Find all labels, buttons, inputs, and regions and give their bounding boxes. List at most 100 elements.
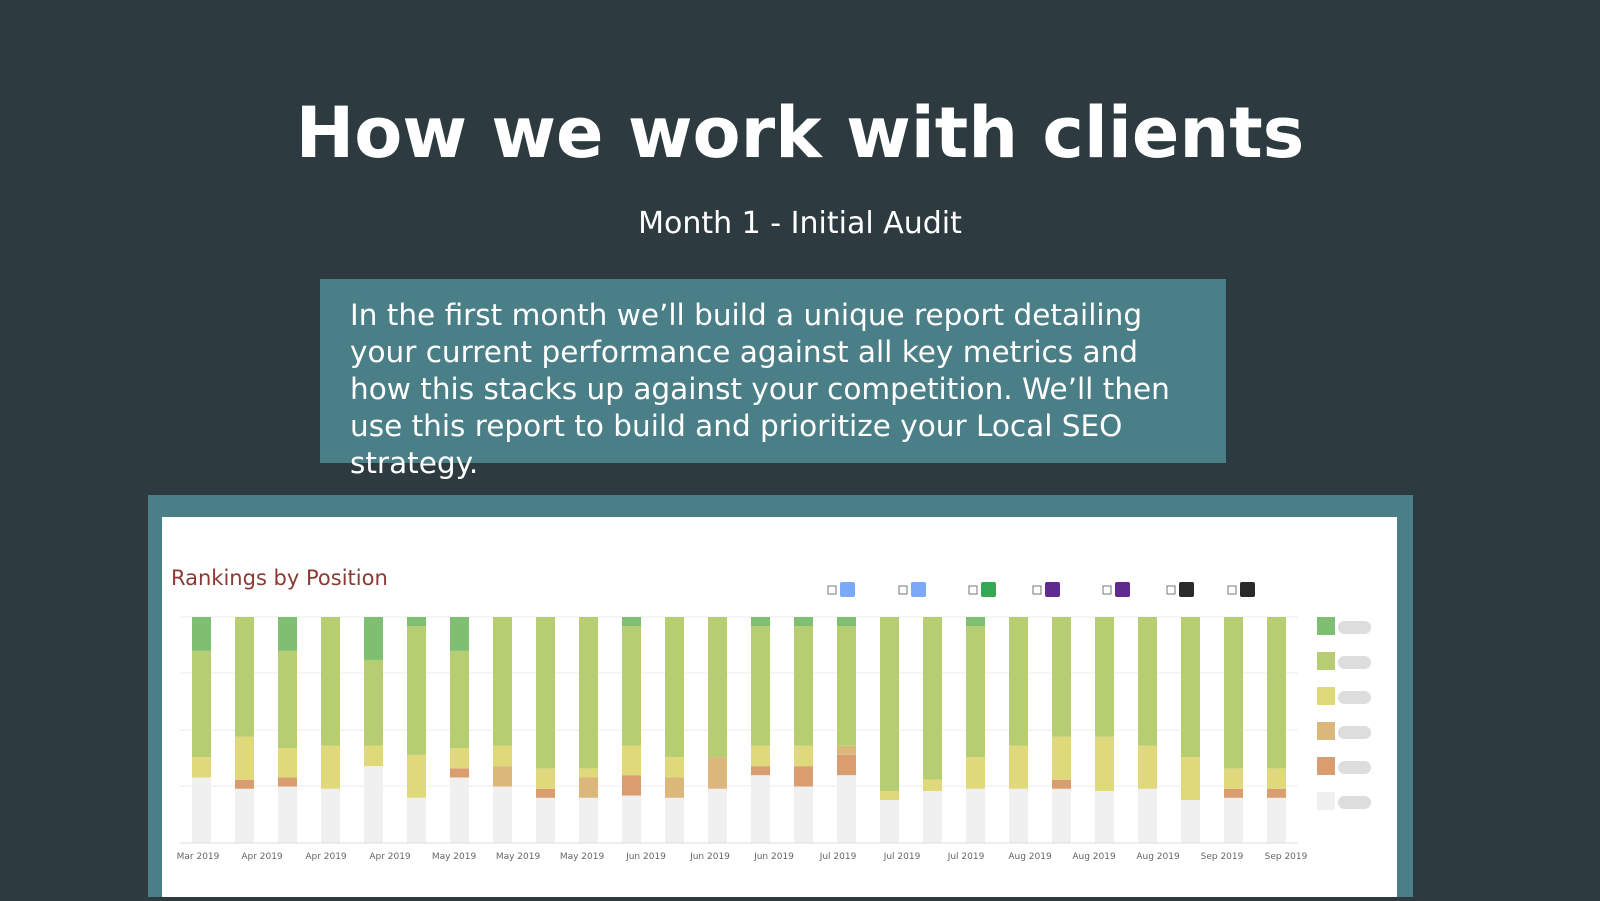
bar-segment bbox=[407, 797, 426, 843]
chart-title: Rankings by Position bbox=[171, 566, 388, 590]
x-tick-label: May 2019 bbox=[560, 852, 605, 862]
x-tick-label: Mar 2019 bbox=[177, 852, 220, 862]
checkbox bbox=[1227, 585, 1237, 595]
bar-segment bbox=[364, 617, 383, 660]
engine-icon bbox=[1045, 582, 1060, 597]
bar-segment bbox=[665, 777, 684, 798]
bar-segment bbox=[1267, 788, 1286, 798]
legend-swatch bbox=[1317, 757, 1335, 775]
x-tick-label: Apr 2019 bbox=[369, 852, 411, 862]
bar-segment bbox=[1095, 736, 1114, 792]
bar-segment bbox=[966, 788, 985, 843]
description: In the first month we’ll build a unique … bbox=[350, 298, 1170, 480]
bar-segment bbox=[536, 768, 555, 789]
checkbox bbox=[827, 585, 837, 595]
bar-segment bbox=[1052, 779, 1071, 789]
chart: Rankings by Position Mar 2019 Apr 2019 Apr… bbox=[171, 566, 1371, 862]
bar-segment bbox=[794, 626, 813, 746]
bar-segment bbox=[579, 617, 598, 769]
legend-pill bbox=[1338, 656, 1371, 669]
bar-segment bbox=[665, 617, 684, 758]
bar-segment bbox=[493, 766, 512, 787]
bar-segment bbox=[1052, 617, 1071, 737]
bar-segment bbox=[278, 786, 297, 843]
bar-segment bbox=[1224, 788, 1243, 798]
bar-segment bbox=[364, 766, 383, 843]
x-tick-label: Sep 2019 bbox=[1265, 852, 1308, 862]
engine-icon bbox=[1240, 582, 1255, 597]
bar-segment bbox=[794, 786, 813, 843]
bar-segment bbox=[407, 754, 426, 798]
bar-segment bbox=[321, 788, 340, 843]
bar-segment bbox=[837, 745, 856, 755]
bar-segment bbox=[751, 766, 770, 776]
bar-segment bbox=[1224, 617, 1243, 769]
bar-segment bbox=[837, 617, 856, 627]
bar-segment bbox=[1181, 800, 1200, 843]
bar-segment bbox=[837, 754, 856, 776]
bar-segment bbox=[579, 768, 598, 778]
bar-segment bbox=[493, 617, 512, 746]
bar-segment bbox=[407, 617, 426, 627]
legend-swatch bbox=[1317, 722, 1335, 740]
checkbox bbox=[898, 585, 908, 595]
bar-segment bbox=[235, 736, 254, 780]
engine-icon bbox=[1115, 582, 1130, 597]
engine-icon bbox=[981, 582, 996, 597]
bar-segment bbox=[493, 786, 512, 843]
legend-swatch bbox=[1317, 617, 1335, 635]
legend bbox=[1317, 617, 1371, 810]
checkbox bbox=[1102, 585, 1112, 595]
bar-segment bbox=[278, 748, 297, 778]
bar-segment bbox=[1267, 768, 1286, 789]
checkbox bbox=[1166, 585, 1176, 595]
checkbox bbox=[1032, 585, 1042, 595]
bar-segment bbox=[880, 617, 899, 792]
slide-subtitle: Month 1 - Initial Audit bbox=[638, 206, 962, 241]
bar-segment bbox=[536, 617, 555, 769]
legend-swatch bbox=[1317, 687, 1335, 705]
bar-segment bbox=[622, 617, 641, 627]
slide-title: How we work with clients bbox=[295, 92, 1305, 174]
bar-segment bbox=[579, 797, 598, 843]
bar-segment bbox=[665, 757, 684, 778]
bar-segment bbox=[966, 757, 985, 789]
bar-segment bbox=[837, 775, 856, 843]
bar-segment bbox=[1138, 788, 1157, 843]
legend-swatch bbox=[1317, 652, 1335, 670]
bar-segment bbox=[1009, 745, 1028, 789]
engine-icon bbox=[911, 582, 926, 597]
bar-segment bbox=[192, 650, 211, 758]
bar-segment bbox=[622, 775, 641, 796]
legend-pill bbox=[1338, 726, 1371, 739]
bar-segment bbox=[923, 791, 942, 843]
bar-segment bbox=[536, 797, 555, 843]
x-tick-label: Aug 2019 bbox=[1072, 852, 1116, 862]
engine-toggles bbox=[827, 582, 1255, 597]
engine-icon bbox=[840, 582, 855, 597]
bar-segment bbox=[450, 650, 469, 749]
bar-segment bbox=[880, 800, 899, 843]
x-tick-label: Apr 2019 bbox=[241, 852, 283, 862]
bar-segment bbox=[1181, 757, 1200, 801]
x-tick-label: Jun 2019 bbox=[753, 852, 794, 862]
bar-segment bbox=[278, 777, 297, 787]
bar-segment bbox=[278, 617, 297, 651]
x-tick-label: Aug 2019 bbox=[1136, 852, 1180, 862]
legend-pill bbox=[1338, 621, 1371, 634]
chart-panel: Rankings by Position Mar 2019 Apr 2019 Apr… bbox=[162, 517, 1397, 897]
legend-pill bbox=[1338, 691, 1371, 704]
x-tick-label: Jul 2019 bbox=[883, 852, 921, 862]
x-tick-label: Aug 2019 bbox=[1008, 852, 1052, 862]
bar-segment bbox=[923, 617, 942, 780]
chart-frame: Rankings by Position Mar 2019 Apr 2019 Apr… bbox=[148, 495, 1413, 897]
x-tick-label: Jul 2019 bbox=[819, 852, 857, 862]
bar-segment bbox=[1267, 617, 1286, 769]
bar-segment bbox=[536, 788, 555, 798]
bar-segment bbox=[966, 626, 985, 758]
bar-segment bbox=[794, 617, 813, 627]
checkbox bbox=[968, 585, 978, 595]
x-tick-label: Jun 2019 bbox=[625, 852, 666, 862]
bar-segment bbox=[751, 617, 770, 627]
